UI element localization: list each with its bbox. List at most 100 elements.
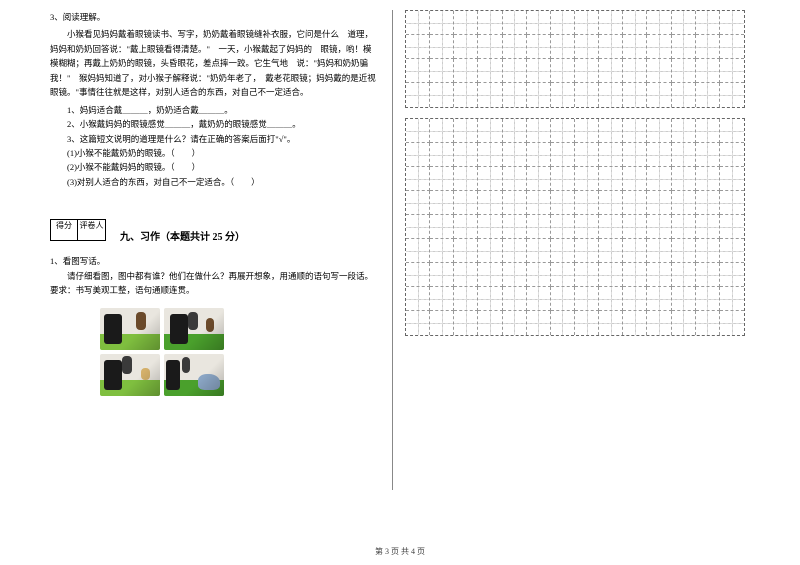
writing-grid-cell bbox=[599, 83, 623, 107]
writing-grid-cell bbox=[454, 215, 478, 239]
writing-grid-cell bbox=[720, 167, 744, 191]
writing-grid-cell bbox=[406, 59, 430, 83]
writing-grid-cell bbox=[720, 311, 744, 335]
writing-grid-cell bbox=[430, 311, 454, 335]
reading-q3b: (2)小猴不能戴妈妈的眼镜。（ ） bbox=[50, 160, 376, 174]
writing-grid-cell bbox=[720, 119, 744, 143]
writing-grid-cell bbox=[503, 311, 527, 335]
writing-grid-cell bbox=[551, 59, 575, 83]
reading-q3c: (3)对别人适合的东西，对自己不一定适合。（ ） bbox=[50, 175, 376, 189]
writing-grid bbox=[405, 10, 745, 336]
writing-grid-cell bbox=[720, 59, 744, 83]
writing-grid-cell bbox=[527, 59, 551, 83]
writing-grid-cell bbox=[527, 83, 551, 107]
writing-grid-cell bbox=[406, 263, 430, 287]
score-cell-grader: 评卷人 bbox=[78, 219, 106, 241]
writing-grid-cell bbox=[503, 263, 527, 287]
writing-grid-cell bbox=[575, 83, 599, 107]
writing-grid-block-2 bbox=[405, 118, 745, 336]
writing-grid-cell bbox=[599, 167, 623, 191]
writing-grid-cell bbox=[454, 83, 478, 107]
writing-grid-cell bbox=[599, 215, 623, 239]
writing-grid-cell bbox=[623, 191, 647, 215]
writing-grid-cell bbox=[647, 59, 671, 83]
writing-grid-cell bbox=[551, 263, 575, 287]
writing-grid-cell bbox=[599, 35, 623, 59]
writing-grid-cell bbox=[696, 167, 720, 191]
writing-grid-cell bbox=[599, 263, 623, 287]
writing-grid-cell bbox=[478, 143, 502, 167]
writing-grid-cell bbox=[647, 191, 671, 215]
writing-grid-cell bbox=[672, 35, 696, 59]
writing-grid-cell bbox=[430, 119, 454, 143]
writing-grid-cell bbox=[672, 119, 696, 143]
writing-grid-cell bbox=[478, 311, 502, 335]
writing-grid-cell bbox=[575, 143, 599, 167]
writing-grid-cell bbox=[696, 143, 720, 167]
writing-grid-cell bbox=[696, 11, 720, 35]
writing-grid-cell bbox=[406, 215, 430, 239]
writing-grid-cell bbox=[672, 59, 696, 83]
writing-grid-cell bbox=[454, 287, 478, 311]
section-9-title: 九、习作（本题共计 25 分） bbox=[120, 229, 376, 246]
writing-grid-cell bbox=[599, 11, 623, 35]
score-cell-score: 得分 bbox=[50, 219, 78, 241]
page: 3、阅读理解。 小猴看见妈妈戴着眼镜读书、写字，奶奶戴着眼镜缝补衣服，它问是什么… bbox=[0, 0, 800, 565]
writing-grid-cell bbox=[430, 191, 454, 215]
page-footer: 第 3 页 共 4 页 bbox=[0, 546, 800, 557]
writing-grid-cell bbox=[696, 215, 720, 239]
writing-grid-cell bbox=[527, 287, 551, 311]
writing-grid-cell bbox=[575, 287, 599, 311]
writing-grid-cell bbox=[551, 311, 575, 335]
writing-grid-cell bbox=[647, 311, 671, 335]
writing-grid-cell bbox=[551, 287, 575, 311]
picture-2 bbox=[164, 308, 224, 350]
reading-q1: 1、妈妈适合戴＿＿＿，奶奶适合戴＿＿＿。 bbox=[50, 103, 376, 117]
writing-grid-cell bbox=[672, 143, 696, 167]
writing-grid-cell bbox=[503, 215, 527, 239]
writing-grid-cell bbox=[599, 311, 623, 335]
writing-grid-cell bbox=[503, 119, 527, 143]
writing-grid-cell bbox=[623, 239, 647, 263]
writing-grid-cell bbox=[430, 143, 454, 167]
writing-grid-cell bbox=[575, 311, 599, 335]
writing-grid-block-1 bbox=[405, 10, 745, 108]
writing-grid-cell bbox=[696, 287, 720, 311]
writing-grid-cell bbox=[696, 239, 720, 263]
writing-grid-cell bbox=[623, 11, 647, 35]
writing-grid-cell bbox=[623, 35, 647, 59]
reading-q3a: (1)小猴不能戴奶奶的眼镜。（ ） bbox=[50, 146, 376, 160]
writing-grid-cell bbox=[551, 11, 575, 35]
writing-grid-cell bbox=[575, 11, 599, 35]
writing-grid-cell bbox=[478, 191, 502, 215]
writing-grid-cell bbox=[672, 167, 696, 191]
writing-grid-cell bbox=[623, 119, 647, 143]
writing-grid-cell bbox=[599, 119, 623, 143]
writing-grid-cell bbox=[672, 215, 696, 239]
writing-grid-cell bbox=[551, 215, 575, 239]
writing-grid-cell bbox=[696, 311, 720, 335]
writing-grid-cell bbox=[527, 167, 551, 191]
reading-q2: 2、小猴戴妈妈的眼镜感觉＿＿＿，戴奶奶的眼镜感觉＿＿＿。 bbox=[50, 117, 376, 131]
writing-grid-cell bbox=[672, 191, 696, 215]
left-column: 3、阅读理解。 小猴看见妈妈戴着眼镜读书、写字，奶奶戴着眼镜缝补衣服，它问是什么… bbox=[50, 10, 386, 535]
writing-grid-cell bbox=[672, 11, 696, 35]
writing-grid-cell bbox=[720, 143, 744, 167]
writing-grid-cell bbox=[647, 239, 671, 263]
writing-grid-cell bbox=[478, 263, 502, 287]
writing-grid-cell bbox=[454, 191, 478, 215]
writing-grid-cell bbox=[527, 143, 551, 167]
writing-grid-cell bbox=[454, 11, 478, 35]
writing-grid-cell bbox=[454, 35, 478, 59]
writing-grid-cell bbox=[696, 263, 720, 287]
writing-grid-cell bbox=[575, 119, 599, 143]
writing-grid-cell bbox=[696, 191, 720, 215]
writing-grid-cell bbox=[503, 191, 527, 215]
writing-grid-cell bbox=[575, 263, 599, 287]
writing-grid-cell bbox=[599, 59, 623, 83]
picture-3 bbox=[100, 354, 160, 396]
writing-grid-cell bbox=[406, 35, 430, 59]
writing-grid-cell bbox=[672, 311, 696, 335]
writing-grid-cell bbox=[430, 239, 454, 263]
writing-grid-cell bbox=[720, 83, 744, 107]
